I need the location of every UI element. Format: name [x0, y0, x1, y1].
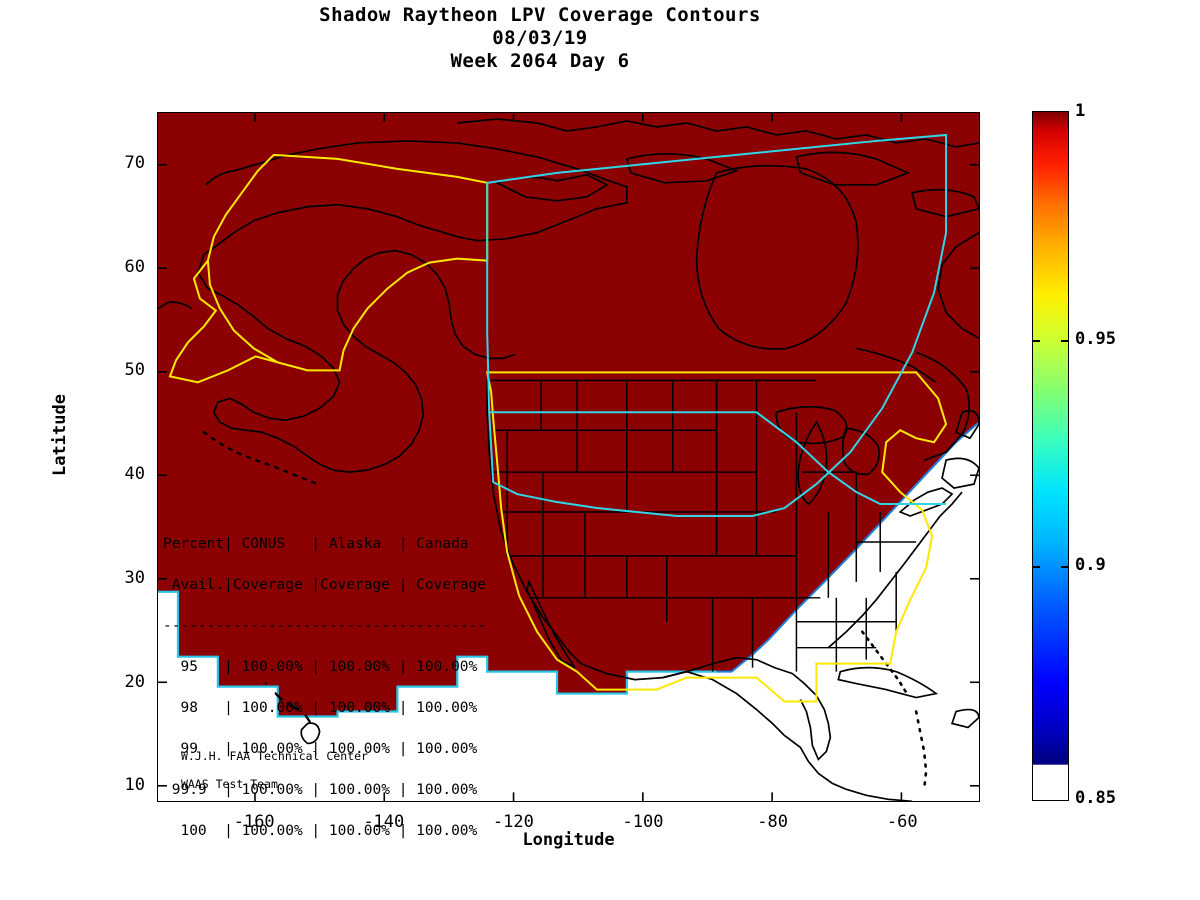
table-row: 100 | 100.00% | 100.00% | 100.00% [163, 822, 478, 839]
coverage-edge-fringe-se [716, 421, 979, 673]
canada-boundary-polygon [486, 133, 948, 518]
coastline-hispaniola [950, 708, 979, 729]
colorbar-label-095: 0.95 [1075, 329, 1116, 349]
coastline-mexico-south [580, 662, 786, 737]
coastline-canada-islands-2 [625, 153, 740, 184]
alaska-boundary-aleutian-extension [168, 260, 278, 384]
table-row: 99.9 | 100.00% | 100.00% | 100.00% [163, 781, 478, 798]
colorbar-label-085: 0.85 [1075, 788, 1116, 808]
stats-header-row-1: Percent| CONUS | Alaska | Canada [163, 535, 469, 552]
colorbar-tick-095 [1033, 340, 1040, 342]
coastline-hudson-bay [695, 164, 859, 350]
stats-header-row-2: Avail.|Coverage |Coverage | Coverage [163, 576, 487, 593]
coastline-new-england [898, 487, 954, 517]
coastline-us-west-mexico [486, 380, 582, 665]
coastline-aleutians [158, 301, 193, 310]
canada-coverage-boundary [486, 133, 948, 518]
y-axis-title: Latitude [50, 394, 70, 476]
coastline-hawaii [264, 682, 311, 723]
coastline-aleutian-chain [202, 431, 319, 486]
coastline-newfoundland [955, 409, 979, 440]
coverage-region [158, 113, 979, 718]
coastline-hudson-strait [856, 347, 937, 384]
coastline-baja [526, 579, 576, 669]
coastline-central-america [783, 734, 847, 791]
x-tick-label: -80 [757, 812, 788, 832]
colorbar-label-09: 0.9 [1075, 555, 1106, 575]
coastline-hawaii-big-island [300, 722, 321, 745]
coastline-us-gulf-east [662, 656, 832, 761]
y-tick-label: 20 [124, 671, 145, 692]
title-line-3: Week 2064 Day 6 [450, 50, 630, 72]
coverage-stats-table: Percent| CONUS | Alaska | Canada Avail.|… [163, 513, 486, 862]
colorbar-tick-09-right [1061, 566, 1068, 568]
coastline-canada-islands-3 [795, 151, 911, 186]
title-line-2: 08/03/19 [492, 27, 588, 49]
y-tick-label: 40 [124, 464, 145, 485]
y-tick-label: 10 [124, 775, 145, 796]
credit-line-2: WAAS Test Team [181, 777, 278, 791]
y-tick-label: 70 [124, 152, 145, 173]
x-tick-label: -100 [622, 812, 664, 832]
colorbar[interactable] [1032, 111, 1069, 801]
map-plot-area[interactable] [157, 112, 980, 802]
y-tick-label: 50 [124, 360, 145, 381]
title-line-1: Shadow Raytheon LPV Coverage Contours [319, 4, 761, 26]
coastline-nova-scotia [941, 457, 979, 489]
coastline-great-lakes-huron-erie-ontario [841, 427, 880, 476]
axis-ticks [158, 113, 979, 801]
stats-rule: ------------------------------------- [163, 617, 487, 634]
coastline-great-lakes-michigan [797, 420, 828, 506]
coastline-cuba [837, 666, 939, 699]
map-canvas [158, 113, 979, 801]
colorbar-tick-09 [1033, 566, 1040, 568]
coastline-labrador [915, 351, 971, 461]
y-tick-label: 60 [124, 256, 145, 277]
table-row: 95 | 100.00% | 100.00% | 100.00% [163, 658, 478, 675]
coastline-greenland-west [937, 231, 979, 340]
coastline-south-america [846, 788, 913, 801]
coastline-canada-arctic [457, 118, 979, 148]
coverage-edge-fringe-sw [158, 590, 717, 718]
x-axis-title: Longitude [522, 830, 615, 850]
chart-title-block: Shadow Raytheon LPV Coverage Contours 08… [0, 4, 1080, 73]
table-row: 99 | 100.00% | 100.00% | 100.00% [163, 740, 478, 757]
y-tick-label: 30 [124, 567, 145, 588]
table-row: 98 | 100.00% | 100.00% | 100.00% [163, 699, 478, 716]
colorbar-label-1: 1 [1075, 101, 1086, 121]
x-tick-label: -140 [363, 812, 405, 832]
coastline-canada-islands-4 [911, 188, 979, 218]
coastline-alaska [196, 140, 628, 473]
x-tick-label: -120 [492, 812, 534, 832]
x-tick-label: -60 [886, 812, 918, 832]
canada-us-border-line [489, 411, 947, 506]
conus-boundary-polygon [485, 371, 948, 703]
coastline-lesser-antilles [914, 710, 928, 791]
colorbar-tick-095-right [1061, 340, 1068, 342]
credit-line-1: W.J.H. FAA Technical Center [181, 749, 368, 763]
colorbar-gradient [1033, 112, 1068, 765]
x-tick-label: -160 [233, 812, 275, 832]
coverage-fill-main [158, 113, 979, 717]
credit-block: W.J.H. FAA Technical Center WAAS Test Te… [181, 735, 368, 805]
